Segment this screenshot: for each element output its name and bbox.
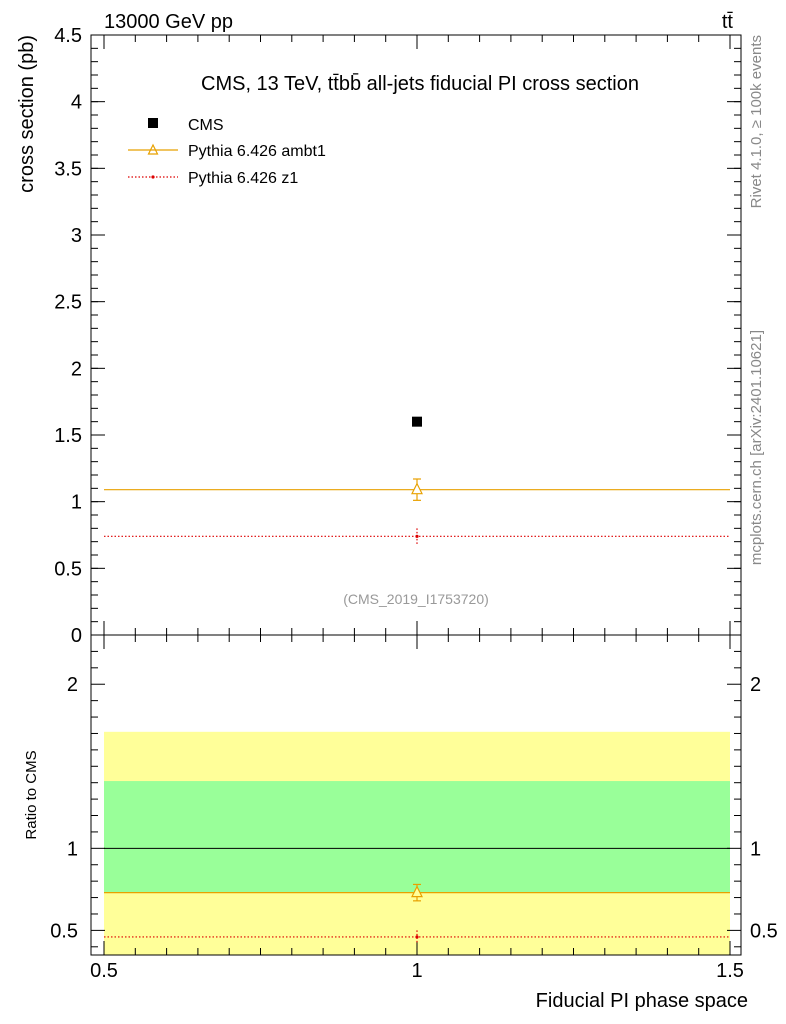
main-data-marks <box>104 416 730 545</box>
y-tick-label: 4 <box>71 92 82 114</box>
main-y-axis: 0 0.5 1 1.5 2 2.5 3 3.5 4 4.5 <box>54 25 741 647</box>
x-tick-label: 1.5 <box>716 960 744 982</box>
energy-label: 13000 GeV pp <box>104 11 233 33</box>
legend-z1-marker <box>151 175 155 179</box>
ratio-ambt1-point <box>411 885 423 898</box>
z1-data-point <box>415 534 419 538</box>
ratio-tick-label: 1 <box>67 838 78 860</box>
legend-ambt1-marker <box>147 143 159 155</box>
legend-cms-label: CMS <box>188 117 224 134</box>
rivet-label: Rivet 4.1.0, ≥ 100k events <box>748 35 765 208</box>
y-axis-label: cross section (pb) <box>16 35 38 193</box>
y-tick-label: 3 <box>71 225 82 247</box>
ratio-band-1 <box>104 781 730 893</box>
mcplots-label: mcplots.cern.ch [arXiv:2401.10621] <box>748 330 765 565</box>
y-tick-label: 0.5 <box>54 558 82 580</box>
y-tick-label: 4.5 <box>54 25 82 47</box>
ambt1-data-point <box>411 482 423 495</box>
y-tick-label: 1.5 <box>54 425 82 447</box>
legend-cms-marker <box>148 118 158 128</box>
y-tick-label: 2 <box>71 358 82 380</box>
ratio-uncertainty-bands <box>104 731 730 955</box>
ratio-tick-label-right: 1 <box>750 838 761 860</box>
ratio-z1-point <box>415 935 419 939</box>
legend-ambt1-label: Pythia 6.426 ambt1 <box>188 143 326 160</box>
cms-data-point <box>412 416 422 427</box>
ratio-data-marks <box>104 883 730 944</box>
x-axis: 0.5 1 1.5 <box>90 35 744 982</box>
x-axis-label: Fiducial PI phase space <box>536 990 748 1012</box>
ratio-tick-label: 2 <box>67 674 78 696</box>
chart-title: CMS, 13 TeV, tt̄bb̄ all-jets fiducial PI… <box>201 72 639 95</box>
x-tick-label: 1 <box>411 960 422 982</box>
ratio-panel-frame <box>90 634 742 956</box>
ratio-y-axis: 0.5 0.5 1 1 2 2 <box>50 650 778 948</box>
analysis-id: (CMS_2019_I1753720) <box>343 591 489 607</box>
process-label: tt̄ <box>722 11 734 33</box>
ratio-tick-label-right: 2 <box>750 674 761 696</box>
y-tick-label: 1 <box>71 492 82 514</box>
y-tick-label: 0 <box>71 625 82 647</box>
x-tick-label: 0.5 <box>90 960 118 982</box>
legend: CMS Pythia 6.426 ambt1 Pythia 6.426 z1 <box>128 117 326 187</box>
ratio-y-axis-label: Ratio to CMS <box>23 750 40 839</box>
y-tick-label: 2.5 <box>54 292 82 314</box>
ratio-tick-label-right: 0.5 <box>750 920 778 942</box>
y-tick-label: 3.5 <box>54 158 82 180</box>
ratio-tick-label: 0.5 <box>50 920 78 942</box>
legend-z1-label: Pythia 6.426 z1 <box>188 170 298 187</box>
